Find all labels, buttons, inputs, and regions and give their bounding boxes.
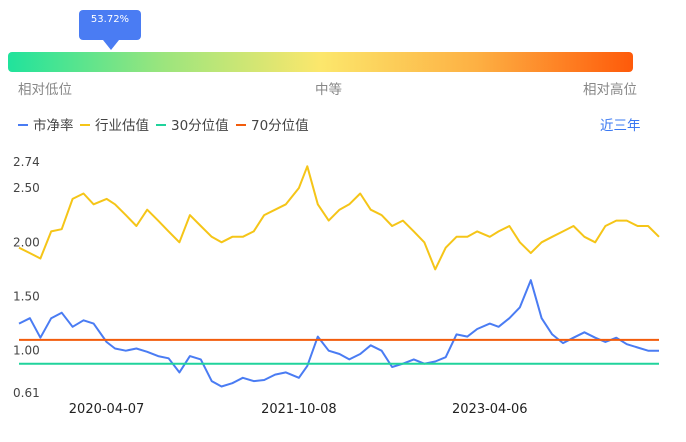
percentile-label-high: 相对高位 <box>583 82 637 98</box>
legend-item-industry[interactable]: 行业估值 <box>80 114 149 134</box>
legend-label-pb: 市净率 <box>33 118 74 134</box>
legend-swatch-p30 <box>156 124 166 126</box>
percentile-gauge: 53.72% 相对低位 中等 相对高位 <box>0 0 686 100</box>
y-tick-label: 2.50 <box>13 181 40 195</box>
y-tick-label: 0.61 <box>13 386 40 400</box>
y-tick-label: 1.00 <box>13 344 40 358</box>
pb-series-line <box>18 279 659 388</box>
industry-valuation-line <box>18 165 660 271</box>
y-tick-label: 2.74 <box>13 155 40 169</box>
legend-swatch-pb <box>18 124 28 126</box>
percentile-gradient-bar <box>8 52 633 72</box>
tooltip-arrow-icon <box>103 40 119 50</box>
percentile-label-low: 相对低位 <box>18 82 72 98</box>
percentile-label-mid: 中等 <box>315 82 342 98</box>
legend-item-p30[interactable]: 30分位值 <box>156 114 229 134</box>
legend-item-p70[interactable]: 70分位值 <box>236 114 309 134</box>
legend-item-pb[interactable]: 市净率 <box>18 114 74 134</box>
y-tick-label: 1.50 <box>13 289 40 303</box>
legend-label-p70: 70分位值 <box>251 118 309 134</box>
percentile-value-label: 53.72% <box>90 14 130 25</box>
legend-label-industry: 行业估值 <box>95 118 149 134</box>
legend-swatch-p70 <box>236 124 246 126</box>
x-tick-label: 2020-04-07 <box>69 402 145 417</box>
legend-label-p30: 30分位值 <box>171 118 229 134</box>
x-tick-label: 2021-10-08 <box>261 402 337 417</box>
period-selector[interactable]: 近三年 <box>600 118 641 134</box>
y-tick-label: 2.00 <box>13 235 40 249</box>
x-tick-label: 2023-04-06 <box>452 402 528 417</box>
percentile-tooltip: 53.72% <box>79 10 141 50</box>
legend-swatch-industry <box>80 124 90 126</box>
